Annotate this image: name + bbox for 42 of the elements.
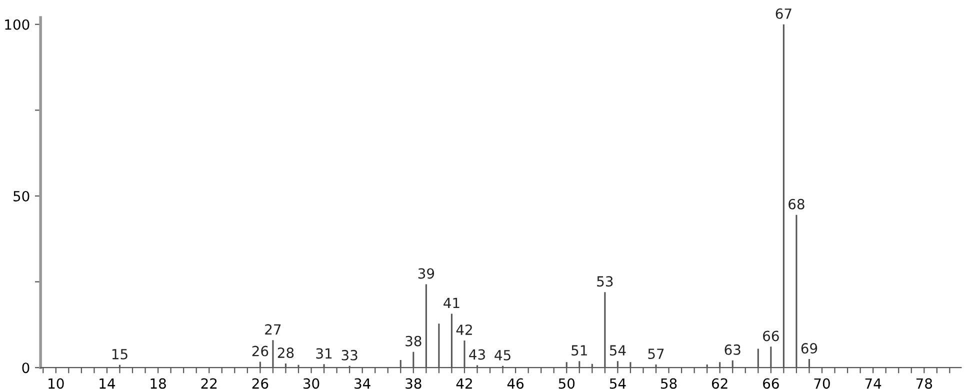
annotation: 57	[648, 348, 664, 360]
x-tick-label: 34	[354, 378, 370, 389]
x-tick-label: 54	[610, 378, 626, 389]
annotation: 69	[801, 343, 818, 354]
x-tick-label: 62	[712, 378, 728, 389]
annotation: 31	[316, 348, 332, 359]
annotation: 45	[494, 350, 510, 360]
annotation: 66	[763, 330, 779, 342]
annotation: 26	[252, 346, 268, 356]
x-tick-label: 58	[661, 378, 677, 389]
annotation: 39	[418, 268, 434, 279]
x-tick-label: 74	[865, 378, 882, 389]
annotation: 42	[456, 324, 472, 335]
y-tick-label: 50	[14, 190, 30, 202]
annotation: 33	[342, 350, 358, 360]
annotation: 63	[724, 344, 740, 355]
annotation: 54	[610, 345, 626, 356]
annotation: 67	[776, 8, 792, 19]
annotation: 41	[444, 298, 460, 308]
x-tick-label: 10	[48, 378, 64, 389]
annotation: 43	[469, 349, 485, 360]
x-tick-label: 18	[150, 378, 166, 389]
annotation: 51	[572, 345, 587, 356]
y-tick-label: 0	[22, 362, 30, 374]
annotation: 68	[788, 198, 804, 210]
x-tick-label: 38	[406, 378, 422, 389]
x-tick-label: 26	[252, 378, 268, 389]
x-tick-label: 30	[303, 378, 320, 389]
annotation: 38	[406, 336, 422, 346]
y-tick-label: 100	[5, 19, 30, 30]
annotation: 27	[265, 324, 281, 334]
x-tick-label: 66	[763, 378, 779, 389]
annotation: 28	[278, 348, 294, 358]
annotation: 15	[112, 349, 128, 360]
annotation: 53	[597, 276, 613, 287]
x-tick-label: 70	[814, 378, 830, 389]
x-tick-label: 22	[201, 378, 217, 389]
x-tick-label: 14	[100, 378, 116, 389]
x-tick-label: 46	[507, 378, 524, 389]
x-tick-label: 78	[916, 378, 932, 389]
x-tick-label: 42	[456, 378, 472, 389]
x-tick-label: 50	[558, 378, 575, 389]
